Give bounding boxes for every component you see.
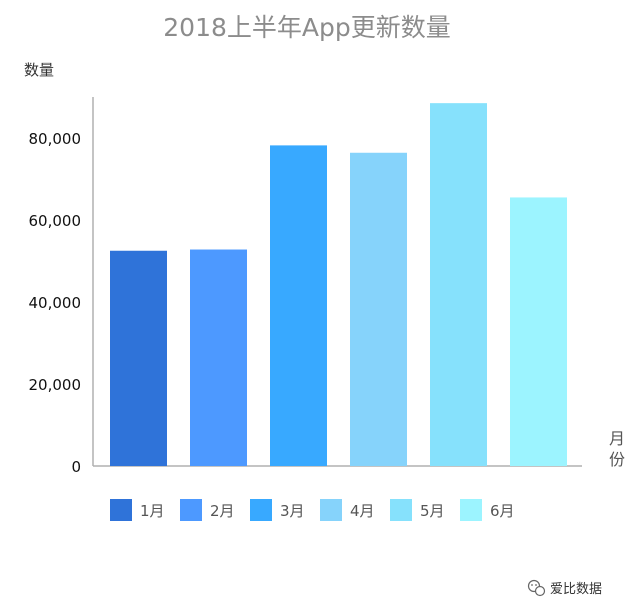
y-tick-label: 40,000: [29, 294, 82, 312]
legend-swatch: [320, 499, 342, 521]
y-tick-label: 0: [71, 458, 81, 476]
bar-5: [430, 103, 487, 467]
chart-title: 2018上半年App更新数量: [163, 13, 450, 42]
y-tick-label: 60,000: [29, 212, 82, 230]
legend-swatch: [460, 499, 482, 521]
legend-label: 5月: [420, 502, 445, 520]
y-axis-label: 数量: [24, 61, 54, 79]
legend-swatch: [250, 499, 272, 521]
legend-label: 6月: [490, 502, 515, 520]
y-ticks: 0 20,000 40,000 60,000 80,000: [29, 130, 82, 476]
x-axis-label: 月份: [609, 429, 625, 469]
x-axis-label-char: 月: [609, 429, 625, 448]
bar-3: [270, 145, 327, 466]
legend-label: 4月: [350, 502, 375, 520]
y-tick-label: 80,000: [29, 130, 82, 148]
x-axis-label-char: 份: [609, 450, 625, 469]
bars: [110, 103, 567, 467]
legend-label: 1月: [140, 502, 165, 520]
bar-6: [510, 197, 567, 466]
legend-swatch: [110, 499, 132, 521]
bar-4: [350, 152, 407, 466]
watermark: 爱比数据: [527, 579, 602, 597]
y-tick-label: 20,000: [29, 376, 82, 394]
legend-swatch: [390, 499, 412, 521]
bar-2: [190, 249, 247, 466]
wechat-icon: [527, 579, 546, 597]
legend-swatch: [180, 499, 202, 521]
legend-label: 3月: [280, 502, 305, 520]
legend-label: 2月: [210, 502, 235, 520]
bar-1: [110, 250, 167, 466]
watermark-text: 爱比数据: [550, 582, 602, 597]
legend: 1月 2月 3月 4月 5月 6月: [110, 499, 515, 521]
